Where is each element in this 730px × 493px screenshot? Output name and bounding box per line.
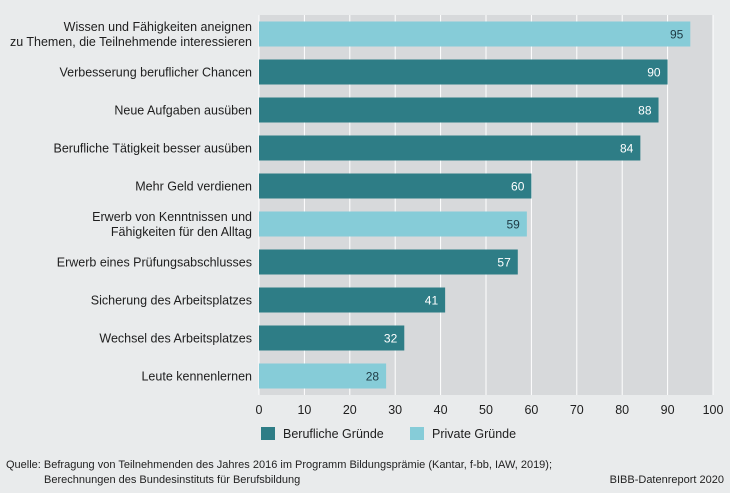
legend-swatch-private: [410, 427, 424, 440]
category-label-line: Erwerb von Kenntnissen und: [92, 210, 252, 224]
bar-value-leute-kennenlernen: 28: [366, 370, 380, 384]
bar-berufliche-t-tigkeit-besser-aus-ben: [259, 135, 641, 161]
x-tick-label-100: 100: [703, 403, 724, 417]
category-label-line: Mehr Geld verdienen: [135, 180, 252, 194]
bar-value-wissen-und-f-higkeiten-aneignen-zu-themen-die-teilnehmende-interessieren: 95: [670, 28, 684, 42]
source-line-2: Berechnungen des Bundesinstituts für Ber…: [44, 474, 301, 486]
bar-value-wechsel-des-arbeitsplatzes: 32: [384, 332, 398, 346]
x-tick-label-0: 0: [256, 403, 263, 417]
bar-value-neue-aufgaben-aus-ben: 88: [638, 104, 652, 118]
source-note: Quelle: Befragung von Teilnehmenden des …: [6, 458, 552, 488]
category-label-line: Wissen und Fähigkeiten aneignen: [64, 20, 252, 34]
legend-swatch-professional: [261, 427, 275, 440]
bar-value-erwerb-eines-pr-fungsabschlusses: 57: [497, 256, 511, 270]
bar-value-erwerb-von-kenntnissen-und-f-higkeiten-f-r-den-alltag: 59: [507, 218, 521, 232]
category-label-line: Erwerb eines Prüfungsabschlusses: [57, 256, 252, 270]
category-label-line: zu Themen, die Teilnehmende interessiere…: [10, 35, 252, 49]
category-labels: Wissen und Fähigkeiten aneignen zu Themen…: [10, 20, 252, 384]
x-tick-label-80: 80: [615, 403, 629, 417]
legend-label-professional: Berufliche Gründe: [283, 427, 384, 441]
category-label-wissen-und-f-higkeiten-aneignen-zu-themen-die-teilnehmende-interessieren: Wissen und Fähigkeiten aneignen zu Themen…: [10, 20, 252, 49]
x-tick-label-90: 90: [661, 403, 675, 417]
bar-neue-aufgaben-aus-ben: [259, 97, 659, 123]
category-label-line: Wechsel des Arbeitsplatzes: [99, 332, 252, 346]
category-label-berufliche-t-tigkeit-besser-aus-ben: Berufliche Tätigkeit besser ausüben: [54, 142, 253, 156]
bars: 95 90 88 84 60 59 57 41 32 28: [259, 21, 691, 389]
bar-mehr-geld-verdienen: [259, 173, 532, 199]
category-label-leute-kennenlernen: Leute kennenlernen: [141, 370, 252, 384]
x-tick-label-30: 30: [388, 403, 402, 417]
legend: Berufliche Gründe Private Gründe: [261, 427, 516, 441]
x-axis-ticks: 0 10 20 30 40 50 60 70 80 90 100: [256, 403, 724, 417]
category-label-erwerb-eines-pr-fungsabschlusses: Erwerb eines Prüfungsabschlusses: [57, 256, 252, 270]
category-label-wechsel-des-arbeitsplatzes: Wechsel des Arbeitsplatzes: [99, 332, 252, 346]
category-label-sicherung-des-arbeitsplatzes: Sicherung des Arbeitsplatzes: [91, 294, 252, 308]
bar-value-sicherung-des-arbeitsplatzes: 41: [425, 294, 439, 308]
bar-sicherung-des-arbeitsplatzes: [259, 287, 446, 313]
category-label-erwerb-von-kenntnissen-und-f-higkeiten-f-r-den-alltag: Erwerb von Kenntnissen und Fähigkeiten fü…: [92, 210, 252, 239]
publication-credit: BIBB-Datenreport 2020: [609, 474, 724, 486]
category-label-line: Leute kennenlernen: [141, 370, 252, 384]
category-label-verbesserung-beruflicher-chancen: Verbesserung beruflicher Chancen: [60, 66, 253, 80]
category-label-line: Neue Aufgaben ausüben: [114, 104, 252, 118]
x-tick-label-40: 40: [434, 403, 448, 417]
bar-wissen-und-f-higkeiten-aneignen-zu-themen-die-teilnehmende-interessieren: [259, 21, 691, 47]
x-tick-label-10: 10: [297, 403, 311, 417]
bar-erwerb-eines-pr-fungsabschlusses: [259, 249, 518, 275]
category-label-line: Verbesserung beruflicher Chancen: [60, 66, 253, 80]
bar-value-verbesserung-beruflicher-chancen: 90: [647, 66, 661, 80]
source-line-1: Quelle: Befragung von Teilnehmenden des …: [6, 459, 553, 471]
x-tick-label-20: 20: [343, 403, 357, 417]
x-tick-label-70: 70: [570, 403, 584, 417]
bar-value-berufliche-t-tigkeit-besser-aus-ben: 84: [620, 142, 634, 156]
category-label-neue-aufgaben-aus-ben: Neue Aufgaben ausüben: [114, 104, 252, 118]
bar-wechsel-des-arbeitsplatzes: [259, 325, 405, 351]
bar-leute-kennenlernen: [259, 363, 387, 389]
bar-value-mehr-geld-verdienen: 60: [511, 180, 525, 194]
category-label-line: Sicherung des Arbeitsplatzes: [91, 294, 252, 308]
category-label-mehr-geld-verdienen: Mehr Geld verdienen: [135, 180, 252, 194]
x-tick-label-60: 60: [524, 403, 538, 417]
category-label-line: Fähigkeiten für den Alltag: [111, 225, 252, 239]
bar-erwerb-von-kenntnissen-und-f-higkeiten-f-r-den-alltag: [259, 211, 527, 237]
bar-verbesserung-beruflicher-chancen: [259, 59, 668, 85]
legend-label-private: Private Gründe: [432, 427, 516, 441]
category-label-line: Berufliche Tätigkeit besser ausüben: [54, 142, 253, 156]
x-tick-label-50: 50: [479, 403, 493, 417]
